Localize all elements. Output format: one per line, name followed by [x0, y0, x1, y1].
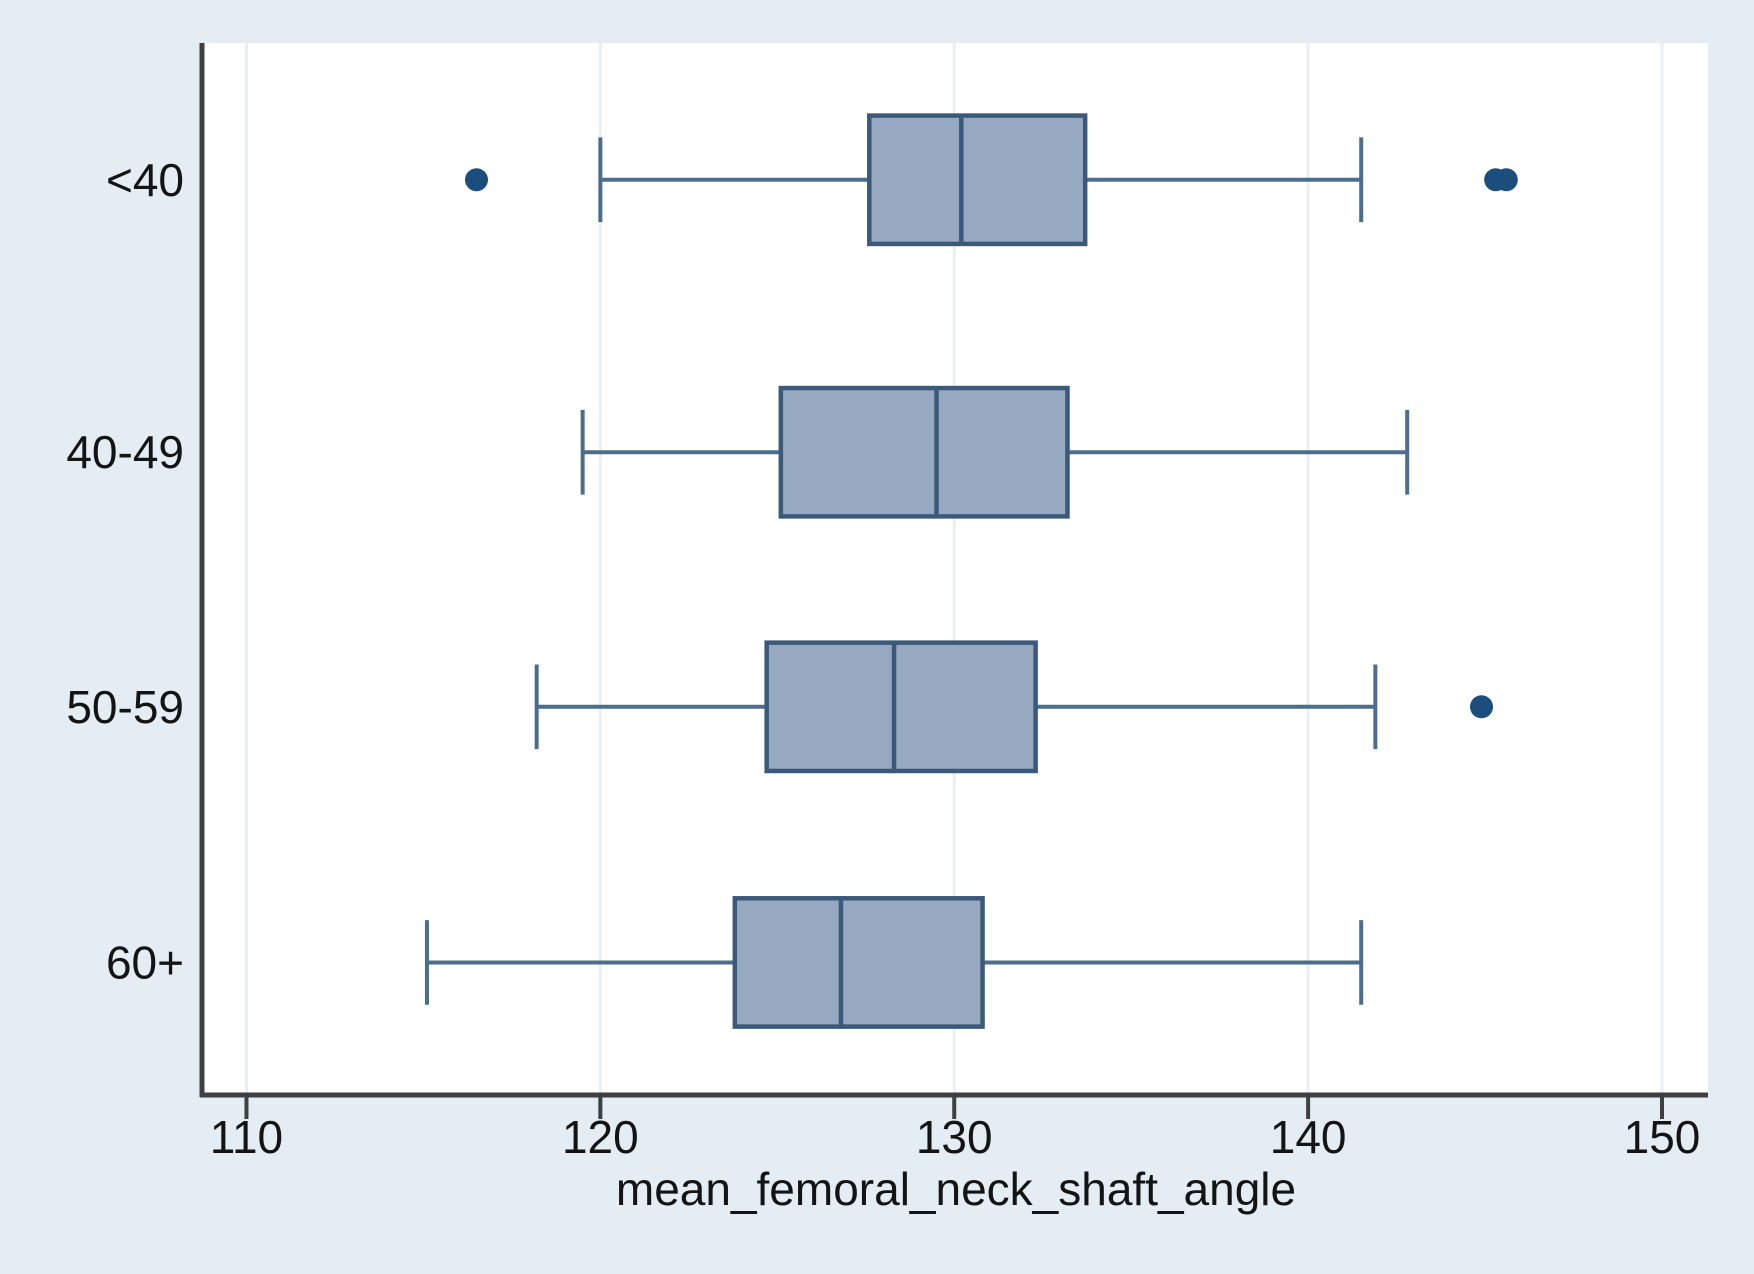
tick-label-x-110: 110 [210, 1111, 283, 1163]
iqr-box [778, 385, 1070, 519]
y-category-label-60+: 60+ [106, 936, 184, 988]
outlier-dot [464, 168, 488, 192]
box-row-<40 [464, 113, 1518, 247]
outlier-dot [1470, 695, 1494, 719]
iqr-box [764, 640, 1038, 774]
tick-label-x-130: 130 [916, 1111, 993, 1163]
axis-layer [199, 43, 1708, 1119]
y-category-label-<40: <40 [106, 154, 184, 206]
label-layer: 110 120 130 140 150 <40 40-49 50-59 60+ [66, 154, 1700, 1163]
tick-label-x-150: 150 [1624, 1111, 1701, 1163]
outlier-dot [1494, 168, 1518, 192]
box-series-layer [424, 113, 1518, 1029]
box-row-50-59 [534, 640, 1494, 774]
box-row-40-49 [580, 385, 1410, 519]
y-category-label-50-59: 50-59 [66, 681, 184, 733]
tick-label-x-140: 140 [1270, 1111, 1347, 1163]
box-row-60+ [424, 896, 1364, 1029]
y-category-label-40-49: 40-49 [66, 426, 184, 478]
x-axis-title: mean_femoral_neck_shaft_angle [616, 1163, 1296, 1215]
iqr-box [867, 113, 1088, 247]
iqr-box [732, 896, 985, 1029]
tick-label-x-120: 120 [562, 1111, 639, 1163]
